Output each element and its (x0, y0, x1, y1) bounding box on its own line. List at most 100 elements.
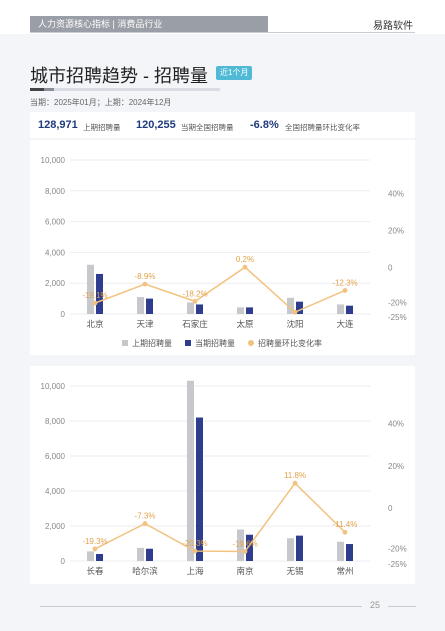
rate-point (342, 529, 348, 535)
kpi-curr-value: 120,255 (136, 119, 176, 131)
rate-data-label: -19.3% (82, 537, 107, 546)
rate-point (242, 549, 248, 554)
chart-2: 10,000 8,000 6,000 4,000 2,000 0 40% 20% 0 -20% -2… (41, 380, 407, 576)
left-tick-label: 10,000 (41, 382, 66, 391)
rate-point (92, 546, 98, 552)
rate-data-label: 11.8% (284, 471, 306, 480)
bar-prev (337, 304, 344, 314)
footer-rule-right (388, 606, 416, 607)
bar-prev (87, 264, 94, 314)
bar-curr (296, 301, 303, 314)
page-title: 城市招聘趋势 - 招聘量 (30, 66, 208, 86)
category-label: 上海 (186, 566, 204, 576)
category-label: 北京 (86, 319, 103, 329)
left-tick-label: 6,000 (45, 218, 66, 227)
right-tick-label: 0 (388, 264, 393, 273)
legend-label: 招聘量环比变化率 (258, 338, 322, 348)
bar-prev (137, 547, 144, 561)
rate-data-label: -11.4% (333, 520, 358, 529)
left-tick-label: 6,000 (45, 452, 66, 461)
left-tick-label: 10,000 (41, 156, 66, 165)
right-tick-label: -25% (388, 560, 407, 569)
bar-curr (296, 535, 303, 561)
left-tick-label: 4,000 (45, 248, 66, 257)
kpi-curr-label: 当期全国招聘量 (181, 123, 234, 132)
category-label: 太原 (236, 319, 253, 329)
rate-data-label: -12.3% (332, 278, 357, 287)
rate-point (192, 548, 198, 554)
rate-point (292, 480, 298, 486)
category-label: 无锡 (286, 566, 304, 576)
rate-data-label: -8.9% (135, 272, 156, 281)
legend-label: 当期招聘量 (195, 338, 235, 348)
right-tick-label: 40% (388, 189, 404, 198)
left-tick-label: 8,000 (45, 417, 66, 426)
chart-card-1: 10,000 8,000 6,000 4,000 2,000 0 40% 20% 0 -20% -2… (30, 140, 415, 355)
category-label: 天津 (136, 319, 154, 329)
bar-prev (187, 302, 194, 314)
bar-prev (237, 307, 244, 314)
legend-label: 上期招聘量 (132, 338, 172, 348)
rate-data-label: -18.2% (182, 289, 207, 298)
bar-prev (87, 551, 94, 561)
bar-curr (196, 417, 203, 561)
legend-swatch (185, 340, 191, 346)
kpi-bar: 128,971 上期招聘量 120,255 当期全国招聘量 -6.8% 全国招聘… (30, 112, 415, 138)
period-badge: 近1个月 (216, 66, 253, 80)
chart-1: 10,000 8,000 6,000 4,000 2,000 0 40% 20% 0 -20% -2… (41, 156, 407, 348)
bar-prev (287, 538, 294, 561)
left-tick-label: 0 (61, 310, 66, 319)
left-tick-label: 0 (61, 557, 66, 566)
bar-curr (96, 273, 103, 314)
right-tick-label: -25% (388, 313, 407, 322)
legend-swatch (122, 340, 128, 346)
rate-data-label: -19.6% (232, 539, 257, 548)
right-tick-label: 40% (388, 420, 404, 429)
kpi-prev-value: 128,971 (38, 119, 78, 131)
rate-point (242, 264, 248, 270)
bar-curr (346, 305, 353, 314)
top-bar: 人力资源核心指标 | 消费品行业 易路软件 (0, 0, 445, 34)
left-tick-label: 8,000 (45, 187, 66, 196)
rate-line (94, 266, 346, 314)
left-tick-label: 2,000 (45, 279, 66, 288)
bar-curr (246, 307, 253, 314)
right-tick-label: 20% (388, 462, 404, 471)
rate-point (292, 309, 298, 315)
chart-card-2: 10,000 8,000 6,000 4,000 2,000 0 40% 20% 0 -20% -2… (30, 366, 415, 584)
rate-point (92, 300, 98, 306)
rate-data-label: 0.2% (236, 255, 254, 264)
bar-curr (196, 304, 203, 314)
category-label: 沈阳 (286, 319, 303, 329)
rate-point (192, 298, 198, 304)
kpi-rate-label: 全国招聘量环比变化率 (285, 123, 360, 132)
rate-point (342, 288, 348, 293)
bar-curr (246, 534, 253, 561)
category-label: 常州 (336, 566, 353, 576)
right-tick-label: 20% (388, 226, 404, 235)
rate-data-label: -20.3% (182, 539, 207, 548)
kpi-prev-label: 上期招聘量 (83, 123, 121, 132)
category-label: 大连 (336, 319, 354, 329)
bar-curr (96, 554, 103, 561)
report-category: 人力资源核心指标 | 消费品行业 (30, 16, 268, 32)
bar-prev (187, 380, 194, 561)
rate-point (142, 521, 148, 526)
rate-line (94, 482, 346, 553)
left-tick-label: 2,000 (45, 522, 66, 531)
bar-prev (287, 297, 294, 314)
bar-prev (137, 297, 144, 314)
bar-prev (237, 529, 244, 561)
bar-curr (146, 298, 153, 314)
legend-swatch (248, 340, 254, 346)
right-tick-label: -20% (388, 544, 407, 553)
title-underline (30, 88, 220, 91)
bar-prev (337, 541, 344, 561)
bar-curr (346, 544, 353, 561)
period-text: 当期：2025年01月；上期：2024年12月 (30, 98, 172, 107)
rate-point (142, 281, 148, 287)
right-tick-label: -20% (388, 299, 407, 308)
brand-name: 易路软件 (373, 21, 413, 32)
category-label: 石家庄 (182, 319, 208, 329)
header-divider (30, 32, 415, 33)
